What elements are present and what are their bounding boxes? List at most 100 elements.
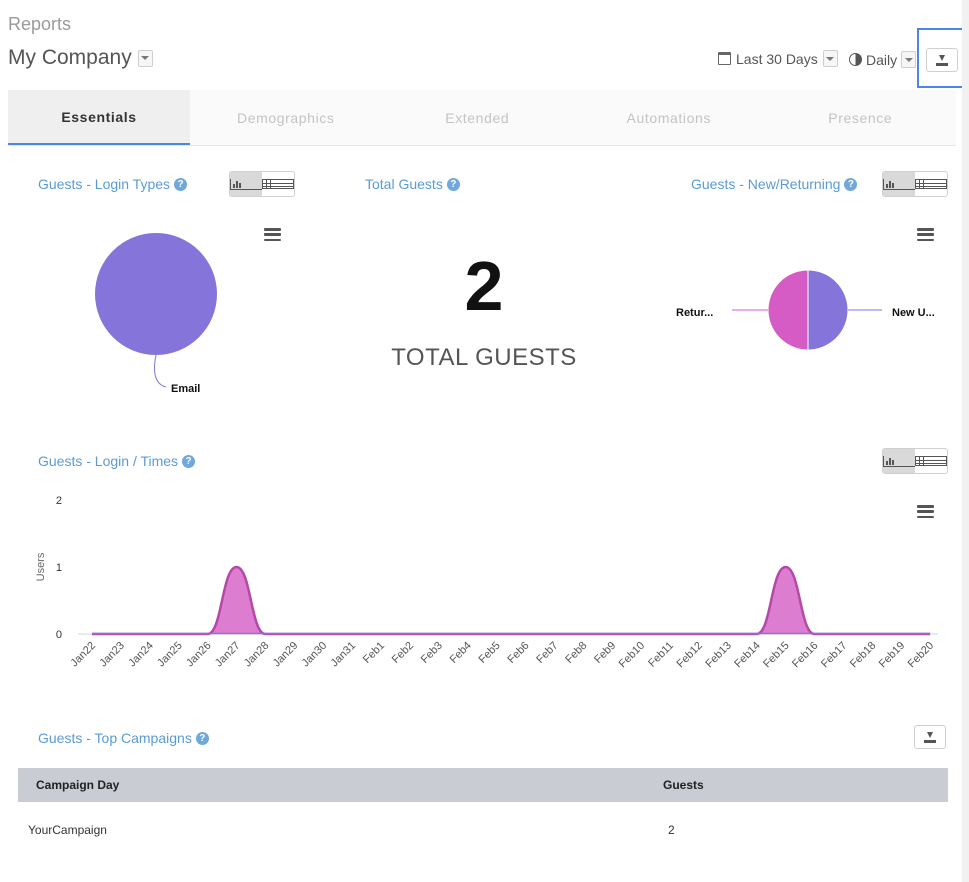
data-point <box>612 634 613 635</box>
x-tick-label: Feb11 <box>646 640 676 670</box>
login-times-title: Guests - Login / Times ? <box>38 453 196 469</box>
download-report-button[interactable] <box>926 48 958 72</box>
date-range-selector[interactable]: Last 30 Days <box>718 50 838 67</box>
help-icon[interactable]: ? <box>446 177 460 191</box>
pie-label-new: New U... <box>892 307 935 319</box>
login-types-title-text: Guests - Login Types <box>38 176 171 192</box>
data-point <box>698 634 699 635</box>
x-tick-label: Jan25 <box>155 640 185 670</box>
data-point <box>178 634 179 635</box>
login-types-title: Guests - Login Types ? <box>38 176 188 192</box>
date-range-value: Last 30 Days <box>736 50 818 67</box>
data-point <box>294 634 295 635</box>
x-tick-label: Jan22 <box>68 640 98 670</box>
pie-label-email: Email <box>171 383 200 395</box>
bar-view-button[interactable] <box>883 172 915 196</box>
help-icon[interactable]: ? <box>195 731 209 745</box>
x-tick-label: Jan28 <box>242 640 272 670</box>
pie-slice-returning[interactable] <box>767 269 809 351</box>
help-icon[interactable]: ? <box>182 454 196 468</box>
x-tick-label: Feb3 <box>419 640 445 666</box>
column-header-guests[interactable]: Guests <box>663 778 704 792</box>
pie-connector <box>154 354 167 388</box>
page-scrollbar[interactable] <box>962 0 969 882</box>
x-tick-label: Feb19 <box>877 640 908 671</box>
column-header-campaign-day[interactable]: Campaign Day <box>36 778 120 792</box>
y-tick-label: 1 <box>56 562 62 574</box>
download-icon <box>936 54 948 66</box>
total-guests-value: 2 <box>464 247 504 325</box>
pie-slice-new[interactable] <box>807 269 849 351</box>
bar-view-button[interactable] <box>230 172 262 196</box>
table-icon <box>915 456 947 466</box>
x-tick-label: Feb18 <box>848 640 879 671</box>
data-point <box>727 634 728 635</box>
x-tick-label: Feb5 <box>477 640 503 666</box>
x-tick-label: Feb9 <box>592 640 618 666</box>
company-selector[interactable]: My Company <box>8 46 153 70</box>
x-tick-label: Jan29 <box>271 640 301 670</box>
calendar-icon <box>718 52 731 65</box>
data-point <box>843 634 844 635</box>
company-dropdown-toggle[interactable] <box>137 49 153 67</box>
data-point <box>901 634 902 635</box>
data-point <box>381 634 382 635</box>
download-campaigns-button[interactable] <box>914 725 946 749</box>
bar-view-button[interactable] <box>883 449 915 473</box>
pie-label-returning: Retur... <box>676 307 713 319</box>
chevron-down-icon <box>141 56 150 60</box>
new-returning-view-toggle <box>882 171 948 197</box>
login-types-menu-icon[interactable] <box>264 228 281 241</box>
frequency-selector[interactable]: Daily <box>849 51 917 68</box>
data-point <box>265 634 266 635</box>
breadcrumb: Reports <box>8 14 72 34</box>
total-guests-title: Total Guests ? <box>365 176 460 192</box>
new-returning-pie: Retur... New U... <box>676 269 935 351</box>
table-view-button[interactable] <box>915 172 947 196</box>
x-tick-label: Jan26 <box>184 640 214 670</box>
tab-extended[interactable]: Extended <box>445 109 510 126</box>
x-tick-label: Feb7 <box>534 640 560 666</box>
pie-slice-email[interactable] <box>95 233 217 355</box>
tab-demographics[interactable]: Demographics <box>237 109 335 126</box>
report-tabs: Essentials Demographics Extended Automat… <box>8 90 956 146</box>
tab-automations[interactable]: Automations <box>626 109 711 126</box>
data-point <box>120 634 121 635</box>
table-icon <box>262 179 294 189</box>
x-tick-label: Jan23 <box>97 640 127 670</box>
login-times-menu-icon[interactable] <box>917 505 934 518</box>
total-guests-title-text: Total Guests <box>365 176 443 192</box>
help-icon[interactable]: ? <box>844 177 858 191</box>
x-tick-label: Jan27 <box>213 640 243 670</box>
table-view-button[interactable] <box>262 172 294 196</box>
data-point <box>496 634 497 635</box>
data-point <box>352 634 353 635</box>
x-tick-label: Feb8 <box>563 640 589 666</box>
campaign-name-cell: YourCampaign <box>28 823 107 837</box>
help-icon[interactable]: ? <box>174 177 188 191</box>
data-point <box>207 634 208 635</box>
x-tick-label: Jan24 <box>126 640 156 670</box>
y-tick-label: 0 <box>56 629 62 641</box>
data-point <box>583 634 584 635</box>
data-point <box>756 634 757 635</box>
data-point <box>641 634 642 635</box>
campaign-guests-cell: 2 <box>668 823 675 837</box>
data-point <box>467 634 468 635</box>
chevron-down-icon <box>826 56 835 61</box>
new-returning-menu-icon[interactable] <box>917 228 934 241</box>
total-guests-label: TOTAL GUESTS <box>391 344 577 371</box>
x-tick-label: Feb13 <box>703 640 734 671</box>
frequency-dropdown-toggle[interactable] <box>901 51 917 68</box>
x-tick-label: Feb1 <box>361 640 387 666</box>
tab-presence[interactable]: Presence <box>828 109 893 126</box>
x-tick-label: Feb2 <box>390 640 416 666</box>
tab-essentials[interactable]: Essentials <box>8 90 190 145</box>
x-tick-label: Feb10 <box>617 640 648 671</box>
half-circle-icon <box>849 53 862 66</box>
new-returning-title-text: Guests - New/Returning <box>691 176 841 192</box>
x-tick-label: Feb17 <box>819 640 850 671</box>
x-tick-label: Feb12 <box>674 640 705 671</box>
table-view-button[interactable] <box>915 449 947 473</box>
date-range-dropdown-toggle[interactable] <box>822 50 838 67</box>
